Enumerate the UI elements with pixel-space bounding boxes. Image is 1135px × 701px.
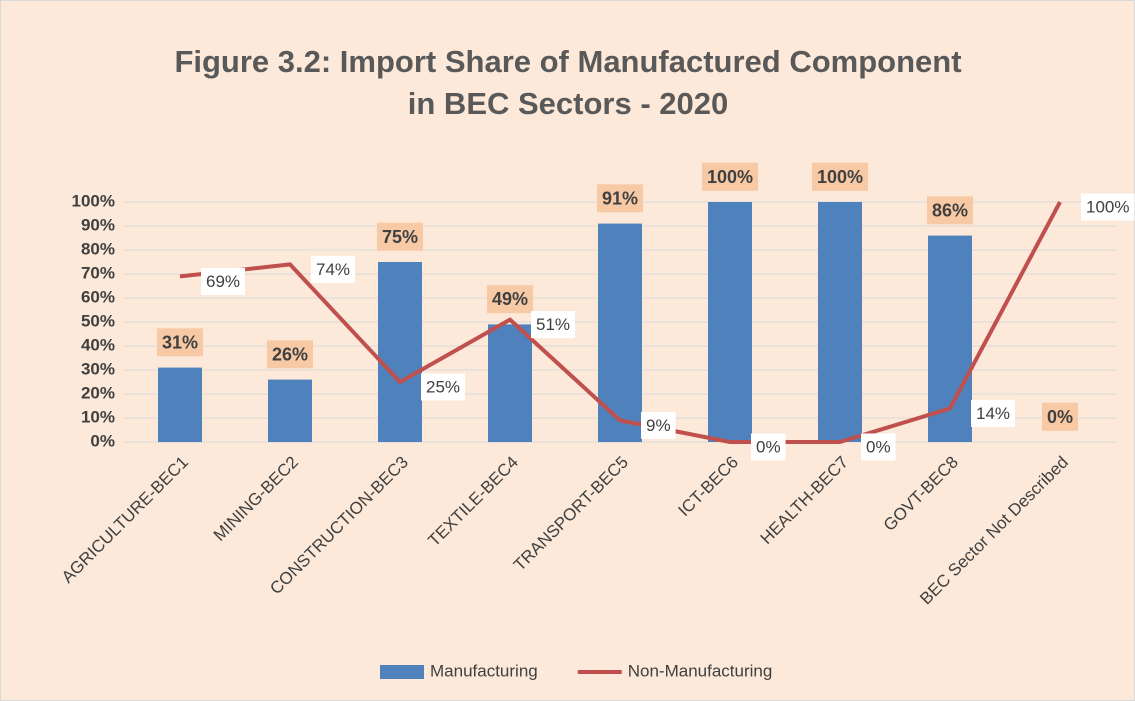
data-label: 100% (707, 167, 753, 187)
legend-label: Non-Manufacturing (628, 661, 773, 680)
y-tick-label: 80% (81, 239, 115, 258)
label-box (811, 162, 869, 191)
label-box (531, 311, 576, 339)
label-box (751, 433, 786, 461)
line (179, 201, 1062, 444)
y-tick-label: 40% (81, 335, 115, 354)
y-tick-label: 20% (81, 383, 115, 402)
label-box (311, 255, 356, 283)
label-box (201, 267, 246, 295)
data-label: 86% (932, 200, 968, 220)
label-box (376, 222, 424, 251)
label-box (266, 340, 314, 369)
data-label: 100% (817, 167, 863, 187)
y-tick-label: 90% (81, 215, 115, 234)
label-box (421, 373, 466, 401)
chart-title: Figure 3.2: Import Share of Manufactured… (174, 44, 962, 121)
data-label: 0% (1047, 407, 1073, 427)
label-box (1041, 402, 1079, 431)
data-label: 91% (602, 188, 638, 208)
label-box (1081, 193, 1135, 221)
data-label: 9% (646, 416, 671, 435)
y-tick-label: 30% (81, 359, 115, 378)
label-box (701, 162, 759, 191)
data-label: 14% (976, 404, 1010, 423)
legend-label: Manufacturing (430, 661, 538, 680)
y-tick-label: 50% (81, 311, 115, 330)
data-label: 74% (316, 260, 350, 279)
bar (488, 324, 532, 442)
data-label: 0% (866, 437, 891, 456)
bar (378, 262, 422, 442)
x-tick-label: AGRICULTURE-BEC1 (58, 453, 192, 587)
label-box (156, 328, 204, 357)
label-box (926, 196, 974, 225)
data-label: 49% (492, 289, 528, 309)
y-tick-label: 70% (81, 263, 115, 282)
x-tick-label: HEALTH-BEC7 (757, 453, 852, 548)
bar (708, 202, 752, 442)
data-label: 100% (1086, 197, 1129, 216)
data-label: 69% (206, 272, 240, 291)
label-box (641, 411, 676, 439)
x-tick-label: MINING-BEC2 (210, 453, 302, 545)
x-tick-label: TEXTILE-BEC4 (424, 453, 522, 551)
y-tick-label: 60% (81, 287, 115, 306)
y-tick-label: 0% (90, 431, 115, 450)
bar (158, 367, 202, 442)
label-box (971, 399, 1016, 427)
bar (818, 202, 862, 442)
data-label: 0% (756, 437, 781, 456)
data-label: 75% (382, 227, 418, 247)
legend-swatch (380, 665, 424, 679)
data-label: 25% (426, 377, 460, 396)
bar (268, 379, 312, 442)
bar (598, 223, 642, 442)
label-box (596, 184, 644, 213)
y-tick-label: 10% (81, 407, 115, 426)
label-box (861, 433, 896, 461)
label-box (486, 285, 534, 314)
x-tick-label: TRANSPORT-BEC5 (510, 453, 632, 575)
x-tick-label: GOVT-BEC8 (880, 453, 962, 535)
x-tick-label: ICT-BEC6 (674, 453, 742, 521)
data-label: 51% (536, 315, 570, 334)
data-label: 31% (162, 332, 198, 352)
data-label: 26% (272, 344, 308, 364)
y-tick-label: 100% (72, 191, 115, 210)
